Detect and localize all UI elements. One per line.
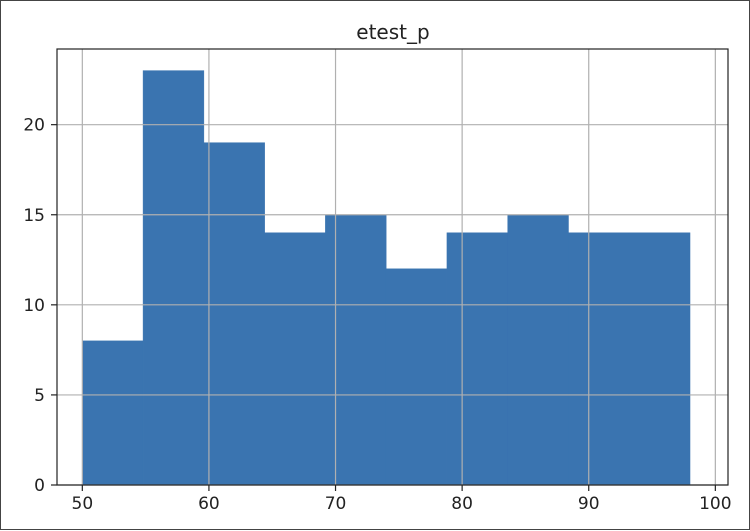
plot-frame — [56, 48, 729, 486]
histogram-bar — [142, 70, 205, 486]
x-tick-label: 50 — [72, 494, 94, 514]
y-tick-label: 20 — [23, 116, 45, 136]
histogram-bar — [264, 232, 326, 486]
chart-title: etest_p — [356, 20, 429, 44]
y-tick-label: 15 — [23, 206, 45, 226]
histogram-bar — [446, 232, 508, 486]
histogram-bar — [203, 142, 265, 486]
histogram-bar — [568, 232, 630, 486]
y-tick-label: 5 — [34, 386, 45, 406]
histogram-bar — [385, 268, 448, 486]
x-tick-label: 100 — [699, 494, 731, 514]
histogram-bar — [628, 232, 691, 486]
histogram-bar — [325, 214, 387, 486]
x-tick-label: 80 — [451, 494, 473, 514]
axes: 50 60 70 80 90 100 0 5 10 15 20 — [23, 48, 732, 514]
x-tick-label: 60 — [198, 494, 220, 514]
y-tick-label: 0 — [34, 476, 45, 496]
x-tick-label: 70 — [325, 494, 347, 514]
y-tick-label: 10 — [23, 296, 45, 316]
histogram-bar — [82, 340, 144, 486]
histogram-bars — [82, 70, 691, 486]
x-tick-label: 90 — [578, 494, 600, 514]
histogram-bar — [507, 214, 569, 486]
